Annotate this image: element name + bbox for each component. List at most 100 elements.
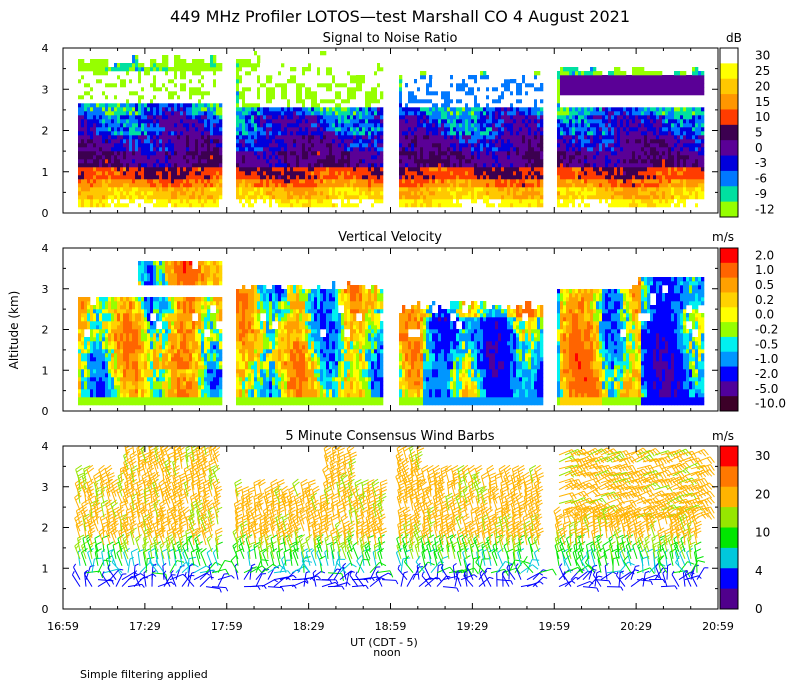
snr-cell bbox=[260, 159, 264, 164]
snr-cell bbox=[414, 95, 418, 100]
snr-cell bbox=[353, 135, 357, 140]
snr-cell bbox=[171, 119, 175, 124]
snr-cell bbox=[534, 179, 538, 184]
snr-cell bbox=[239, 95, 243, 100]
snr-cell bbox=[245, 159, 249, 164]
snr-cell bbox=[432, 151, 436, 156]
snr-cell bbox=[534, 167, 538, 172]
snr-cell bbox=[456, 203, 460, 208]
snr-cell bbox=[156, 195, 160, 200]
snr-cell bbox=[105, 59, 109, 64]
snr-cell bbox=[239, 111, 243, 116]
snr-cell bbox=[257, 131, 261, 136]
snr-cell bbox=[317, 79, 321, 84]
snr-cell bbox=[338, 139, 342, 144]
snr-cell bbox=[308, 59, 312, 64]
snr-cell bbox=[374, 143, 378, 148]
snr-cell bbox=[435, 163, 439, 168]
snr-cell bbox=[108, 75, 112, 80]
snr-cell bbox=[254, 187, 258, 192]
snr-cell bbox=[108, 115, 112, 120]
snr-cell bbox=[380, 171, 384, 176]
snr-cell bbox=[213, 119, 217, 124]
snr-cell bbox=[123, 119, 127, 124]
snr-cell bbox=[435, 127, 439, 132]
snr-cell bbox=[534, 119, 538, 124]
snr-cell bbox=[320, 171, 324, 176]
snr-cell bbox=[486, 107, 490, 112]
snr-cell bbox=[150, 151, 154, 156]
snr-cell bbox=[495, 187, 499, 192]
snr-cell bbox=[171, 103, 175, 108]
snr-cell bbox=[534, 171, 538, 176]
snr-cell bbox=[377, 175, 381, 180]
snr-cell bbox=[308, 179, 312, 184]
snr-cell bbox=[108, 179, 112, 184]
snr-cell bbox=[368, 135, 372, 140]
snr-cell bbox=[144, 163, 148, 168]
snr-cell bbox=[414, 171, 418, 176]
snr-cell bbox=[359, 179, 363, 184]
snr-cell bbox=[132, 175, 136, 180]
snr-cell bbox=[78, 203, 82, 208]
snr-cell bbox=[495, 159, 499, 164]
snr-cell bbox=[138, 139, 142, 144]
snr-cell bbox=[374, 115, 378, 120]
snr-cell bbox=[438, 83, 442, 88]
snr-cell bbox=[320, 183, 324, 188]
snr-cell bbox=[429, 91, 433, 96]
snr-cell bbox=[531, 155, 535, 160]
snr-cell bbox=[162, 115, 166, 120]
snr-cell bbox=[347, 203, 351, 208]
snr-cell bbox=[263, 187, 267, 192]
snr-cell bbox=[90, 143, 94, 148]
snr-cell bbox=[417, 131, 421, 136]
snr-cell bbox=[290, 99, 294, 104]
snr-cell bbox=[198, 159, 202, 164]
snr-cell bbox=[147, 187, 151, 192]
snr-cell bbox=[180, 131, 184, 136]
snr-cell bbox=[483, 147, 487, 152]
snr-cell bbox=[257, 71, 261, 76]
snr-cell bbox=[204, 91, 208, 96]
snr-cell bbox=[531, 131, 535, 136]
snr-cell bbox=[510, 199, 514, 204]
snr-cell bbox=[516, 131, 520, 136]
snr-cell bbox=[269, 95, 273, 100]
snr-cell bbox=[377, 127, 381, 132]
snr-cell bbox=[441, 131, 445, 136]
snr-cell bbox=[180, 135, 184, 140]
snr-cell bbox=[165, 163, 169, 168]
snr-cell bbox=[317, 139, 321, 144]
snr-cell bbox=[465, 155, 469, 160]
snr-cell bbox=[411, 203, 415, 208]
snr-cell bbox=[438, 119, 442, 124]
snr-cell bbox=[402, 171, 406, 176]
snr-cell bbox=[420, 71, 424, 76]
snr-cell bbox=[120, 75, 124, 80]
snr-cell bbox=[362, 191, 366, 196]
snr-cell bbox=[338, 143, 342, 148]
snr-cell bbox=[84, 87, 88, 92]
snr-cell bbox=[177, 195, 181, 200]
snr-cell bbox=[186, 147, 190, 152]
snr-cell bbox=[453, 155, 457, 160]
snr-cell bbox=[510, 195, 514, 200]
snr-cell bbox=[171, 115, 175, 120]
snr-cell bbox=[420, 159, 424, 164]
snr-cell bbox=[299, 87, 303, 92]
snr-cell bbox=[489, 187, 493, 192]
snr-cell bbox=[147, 203, 151, 208]
snr-cell bbox=[420, 183, 424, 188]
snr-cell bbox=[78, 95, 82, 100]
snr-cell bbox=[420, 131, 424, 136]
snr-cell bbox=[156, 87, 160, 92]
snr-cell bbox=[236, 83, 240, 88]
snr-cell bbox=[420, 191, 424, 196]
snr-cell bbox=[456, 119, 460, 124]
snr-cell bbox=[242, 167, 246, 172]
snr-cell bbox=[522, 103, 526, 108]
snr-cell bbox=[135, 67, 139, 72]
snr-cell bbox=[138, 75, 142, 80]
snr-cell bbox=[308, 171, 312, 176]
